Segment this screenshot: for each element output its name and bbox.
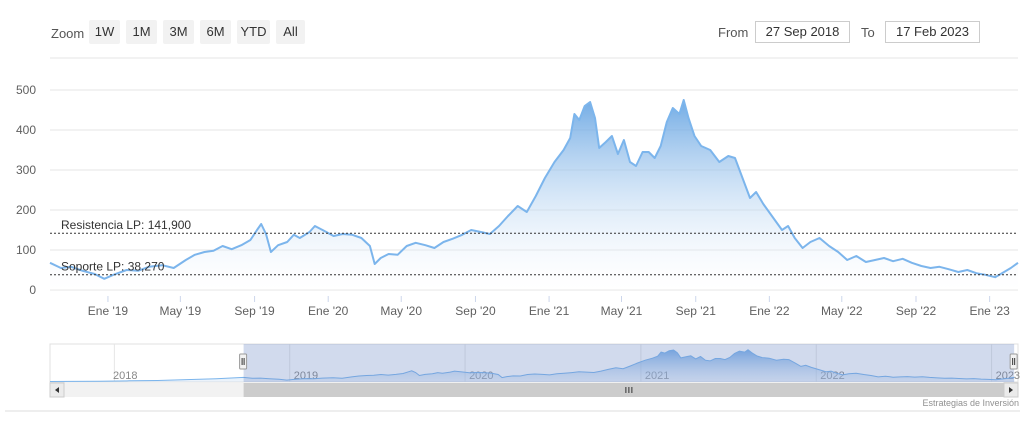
navigator-series-line	[49, 349, 1015, 382]
x-tick-label: Ene '19	[88, 304, 129, 318]
zoom-button-6m[interactable]: 6M	[200, 20, 231, 44]
y-axis: 0 100 200 300 400 500	[16, 83, 36, 297]
series-area-fill	[50, 100, 1018, 290]
zoom-button-ytd[interactable]: YTD	[237, 20, 270, 44]
x-tick-label: Sep '20	[455, 304, 496, 318]
x-tick-label: May '20	[380, 304, 422, 318]
navigator-series-area	[50, 349, 1015, 382]
x-tick-label: May '21	[601, 304, 643, 318]
credits: Estrategias de Inversión	[922, 398, 1019, 408]
y-tick-label: 200	[16, 203, 36, 217]
zoom-button-1m[interactable]: 1M	[126, 20, 157, 44]
zoom-button-all[interactable]: All	[276, 20, 305, 44]
range-selector-toolbar: Zoom 1W 1M 3M 6M YTD All From To	[0, 0, 1034, 60]
scrollbar[interactable]	[49, 382, 1019, 398]
arrow-right-icon	[1009, 387, 1013, 393]
series-area	[49, 99, 1019, 290]
x-axis: Ene '19 May '19 Sep '19 Ene '20 May '20 Sep '…	[88, 296, 1010, 318]
y-tick-label: 0	[29, 283, 36, 297]
y-tick-label: 300	[16, 163, 36, 177]
x-tick-label: May '22	[821, 304, 863, 318]
to-label: To	[861, 25, 875, 40]
navigator-year-label: 2018	[113, 370, 137, 382]
zoom-button-3m[interactable]: 3M	[163, 20, 194, 44]
x-tick-label: Ene '20	[308, 304, 349, 318]
from-label: From	[718, 25, 749, 40]
navigator-left-handle[interactable]	[239, 353, 248, 370]
y-tick-label: 500	[16, 83, 36, 97]
reference-line-label: Resistencia LP: 141,900	[61, 218, 191, 232]
x-tick-label: Sep '19	[234, 304, 275, 318]
navigator-right-handle[interactable]	[1009, 353, 1018, 370]
y-tick-label: 100	[16, 243, 36, 257]
navigator-selection-mask	[243, 344, 1015, 382]
reference-line-label: Soporte LP: 38,270	[61, 260, 165, 274]
x-tick-label: Ene '23	[969, 304, 1010, 318]
from-date-input[interactable]	[755, 21, 850, 43]
reference-lines: Resistencia LP: 141,900 Soporte LP: 38,27…	[50, 218, 1018, 276]
y-tick-label: 400	[16, 123, 36, 137]
navigator[interactable]: 201820192020202120222023	[49, 343, 1020, 383]
x-tick-label: Sep '22	[896, 304, 937, 318]
to-date-input[interactable]	[885, 21, 980, 43]
zoom-button-1w[interactable]: 1W	[89, 20, 120, 44]
x-tick-label: Sep '21	[676, 304, 717, 318]
zoom-label: Zoom	[51, 26, 85, 41]
arrow-left-icon	[55, 387, 59, 393]
x-tick-label: May '19	[160, 304, 202, 318]
x-tick-label: Ene '21	[529, 304, 570, 318]
x-tick-label: Ene '22	[749, 304, 790, 318]
